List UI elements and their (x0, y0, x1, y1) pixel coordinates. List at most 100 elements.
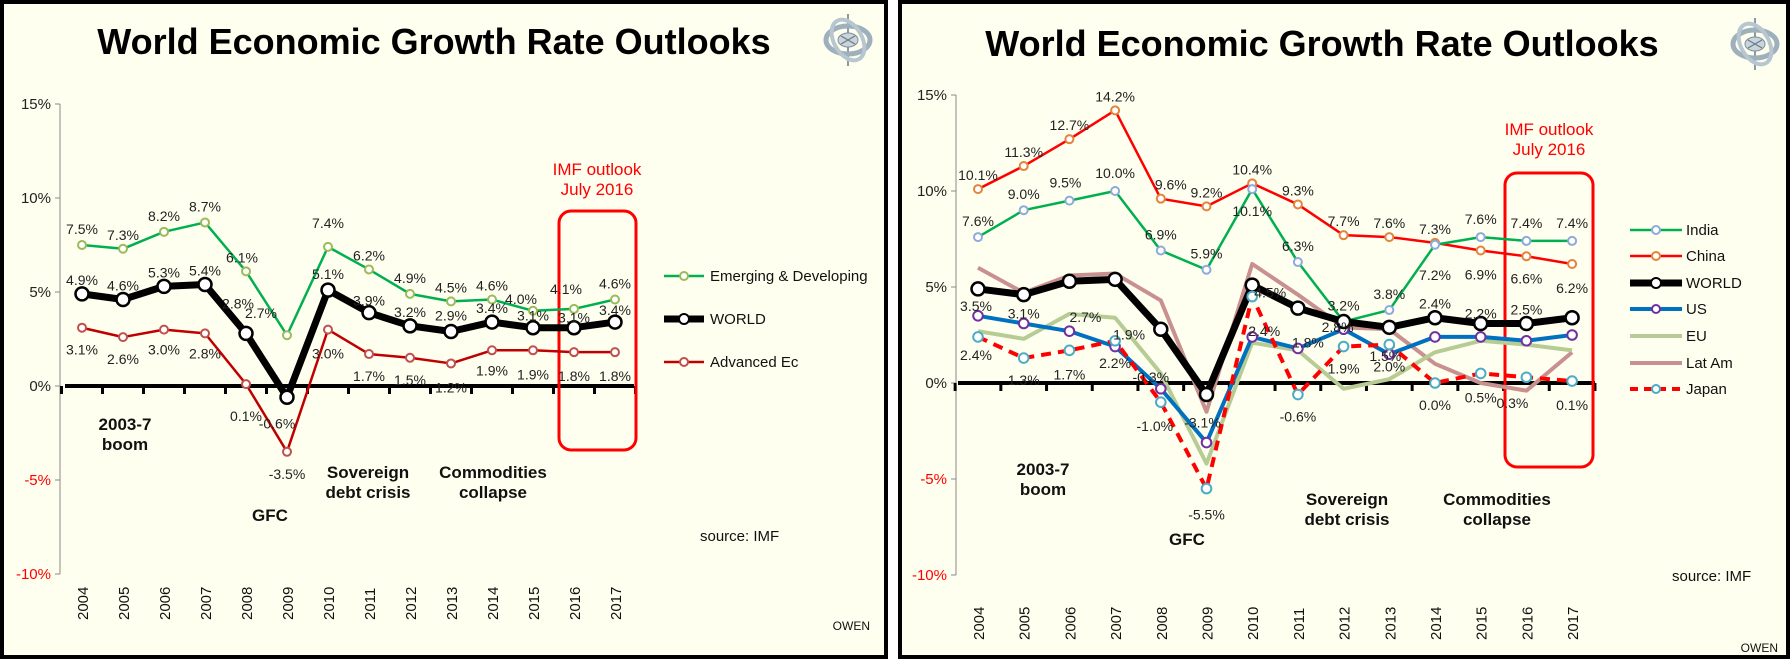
legend-marker (1650, 277, 1662, 289)
period-annotation: debt crisis (1304, 510, 1389, 529)
period-annotation: 2003-7 (99, 415, 152, 434)
data-point-us (1017, 317, 1030, 330)
data-point-advanced-ec (569, 347, 579, 358)
x-tick-label: 2010 (1245, 607, 1262, 640)
period-annotation: debt crisis (325, 483, 410, 502)
data-point-world (238, 325, 254, 342)
data-label: 3.4% (599, 302, 631, 318)
x-tick-label: 2017 (608, 587, 625, 620)
legend-label: Japan (1686, 381, 1727, 398)
legend-label: Lat Am (1686, 355, 1733, 372)
data-point-world (525, 319, 541, 336)
data-label: -3.5% (269, 466, 306, 482)
data-label: 1.7% (353, 368, 385, 384)
data-point-us (1520, 334, 1533, 347)
data-label: 2.7% (1069, 309, 1101, 325)
data-point-world (156, 278, 172, 295)
data-label: 5.3% (148, 264, 180, 280)
data-label: 4.5% (1254, 285, 1286, 301)
data-point-japan (1155, 396, 1167, 409)
data-point-china (1018, 161, 1029, 172)
data-point-world (484, 314, 500, 330)
y-tick-label: -5% (24, 472, 51, 489)
data-point-world (1564, 309, 1580, 326)
period-annotation: 2003-7 (1017, 460, 1070, 479)
data-point-world (1015, 286, 1032, 303)
data-point-china (973, 184, 983, 195)
data-label: 3.1% (517, 308, 549, 324)
legend-label: WORLD (710, 311, 766, 328)
data-point-india (1110, 186, 1121, 196)
data-point-india (1521, 235, 1532, 246)
data-label: 2.4% (1248, 323, 1280, 339)
data-point-emerging-developing (118, 243, 128, 254)
data-point-india (1064, 195, 1075, 206)
data-point-india (1292, 257, 1303, 268)
imf-outlook-label: July 2016 (561, 180, 634, 199)
data-point-advanced-ec (610, 347, 620, 358)
x-tick-label: 2015 (1474, 607, 1491, 640)
data-label: 10.4% (1232, 161, 1272, 177)
data-point-emerging-developing (200, 217, 210, 228)
data-label: 2.5% (1510, 301, 1542, 317)
legend-marker (678, 313, 690, 325)
data-label: 1.9% (1328, 361, 1360, 377)
data-label: 4.9% (394, 270, 426, 286)
series-line-advanced-ec (81, 326, 615, 454)
data-point-japan (1109, 334, 1121, 347)
data-point-us (1429, 331, 1441, 343)
data-label: 3.1% (66, 342, 98, 358)
y-tick-label: 15% (917, 87, 947, 104)
data-point-advanced-ec (446, 358, 456, 369)
chart-title: World Economic Growth Rate Outlooks (985, 23, 1658, 64)
data-point-us (1292, 342, 1304, 355)
data-point-advanced-ec (159, 324, 169, 335)
data-label: 1.5% (394, 372, 426, 388)
data-point-world (1427, 309, 1443, 326)
x-tick-label: 2016 (1519, 607, 1536, 640)
data-label: 2.7% (245, 305, 277, 321)
data-label: -0.6% (1280, 409, 1317, 425)
legend-marker (1651, 304, 1661, 314)
data-label: 7.5% (66, 221, 98, 237)
chart-title: World Economic Growth Rate Outlooks (97, 21, 770, 62)
data-label: 2.4% (1419, 296, 1451, 312)
gyroscope-globe-icon (1730, 18, 1780, 70)
data-point-japan (1337, 340, 1350, 353)
data-label: 6.3% (1282, 238, 1314, 254)
data-point-india (1201, 264, 1212, 275)
y-tick-label: 0% (925, 375, 947, 392)
data-point-emerging-developing (364, 264, 374, 275)
data-label: 7.4% (312, 215, 344, 231)
data-point-world (320, 282, 336, 298)
data-label: 7.4% (1556, 215, 1588, 231)
data-label: 3.4% (476, 300, 508, 316)
data-label: 1.3% (1008, 372, 1040, 388)
x-tick-label: 2013 (444, 587, 461, 620)
data-point-china (1521, 251, 1532, 262)
data-point-world (607, 314, 623, 330)
x-tick-label: 2006 (157, 587, 174, 620)
data-label: 3.5% (960, 298, 992, 314)
data-point-japan (1200, 482, 1213, 495)
data-point-advanced-ec (487, 345, 497, 356)
data-label: 1.8% (599, 368, 631, 384)
data-label: 3.0% (312, 346, 344, 362)
period-annotation: Commodities (1443, 490, 1551, 509)
x-tick-label: 2012 (403, 587, 420, 620)
chart-panel-countries: World Economic Growth Rate Outlooks 15% 10… (898, 0, 1790, 659)
data-point-india (1430, 239, 1440, 250)
x-tick-label: 2007 (198, 587, 215, 620)
data-point-japan (1474, 367, 1487, 380)
data-point-us (972, 310, 984, 322)
period-annotation: Sovereign (1306, 490, 1388, 509)
data-label: 2.8% (222, 295, 254, 311)
credit-label: OWEN (833, 619, 870, 633)
data-label: 4.0% (505, 291, 537, 307)
imf-outlook-label: IMF outlook (1505, 120, 1594, 139)
period-annotation: GFC (252, 506, 288, 525)
data-label: 4.6% (476, 278, 508, 294)
data-label: 0.1% (1556, 397, 1588, 413)
period-annotation: boom (102, 435, 148, 454)
data-point-emerging-developing (569, 303, 579, 314)
